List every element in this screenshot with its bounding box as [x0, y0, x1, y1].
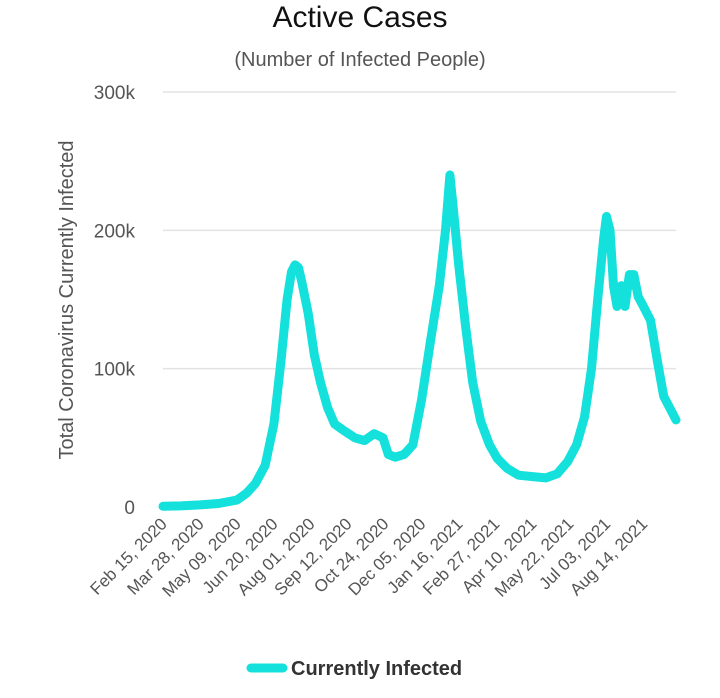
y-tick-label: 0	[124, 498, 135, 519]
y-tick-label: 200k	[94, 221, 136, 242]
y-axis-label: Total Coronavirus Currently Infected	[56, 140, 78, 459]
legend[interactable]: Currently Infected	[246, 658, 462, 680]
chart-title: Active Cases	[272, 1, 447, 34]
series-line-currently-infected	[158, 170, 681, 511]
chart-subtitle: (Number of Infected People)	[234, 49, 485, 71]
y-tick-label: 300k	[94, 83, 136, 104]
y-tick-labels: 0 100k 200k 300k	[94, 83, 136, 519]
series-layer	[158, 170, 681, 511]
legend-label: Currently Infected	[291, 658, 462, 680]
y-tick-label: 100k	[94, 360, 136, 381]
